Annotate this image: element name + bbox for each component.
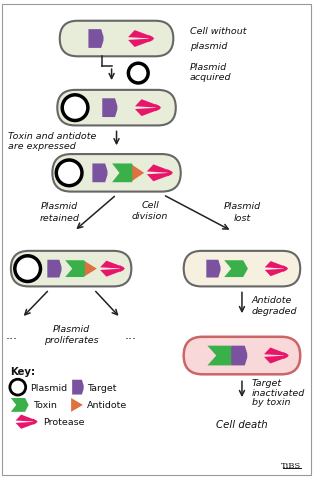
Polygon shape: [207, 346, 237, 366]
Polygon shape: [132, 166, 144, 181]
Polygon shape: [16, 415, 37, 422]
Text: Plasmid
proliferates: Plasmid proliferates: [44, 324, 98, 344]
Text: are expressed: are expressed: [8, 142, 76, 150]
Text: TiBS: TiBS: [281, 461, 301, 469]
Polygon shape: [72, 380, 84, 395]
FancyBboxPatch shape: [60, 22, 173, 57]
Polygon shape: [88, 30, 104, 49]
Text: Cell death: Cell death: [216, 419, 268, 429]
Polygon shape: [33, 419, 38, 425]
Text: Plasmid: Plasmid: [190, 62, 227, 72]
Circle shape: [15, 256, 40, 282]
Polygon shape: [265, 262, 287, 269]
Polygon shape: [93, 164, 107, 183]
Text: by toxin: by toxin: [252, 397, 290, 407]
Polygon shape: [100, 261, 124, 269]
FancyBboxPatch shape: [52, 155, 181, 192]
Polygon shape: [206, 260, 221, 278]
Polygon shape: [284, 352, 289, 360]
Polygon shape: [47, 260, 62, 278]
Polygon shape: [100, 269, 124, 277]
Polygon shape: [168, 170, 173, 177]
Text: Cell without: Cell without: [190, 27, 246, 36]
Polygon shape: [224, 261, 248, 277]
Text: inactivated: inactivated: [252, 388, 305, 397]
Polygon shape: [65, 261, 89, 277]
Polygon shape: [147, 165, 172, 173]
Text: ...: ...: [6, 328, 18, 341]
Text: Toxin: Toxin: [32, 401, 57, 409]
Circle shape: [62, 96, 88, 121]
Polygon shape: [11, 398, 29, 412]
Polygon shape: [265, 269, 287, 276]
Polygon shape: [156, 105, 161, 112]
Polygon shape: [102, 99, 117, 118]
FancyBboxPatch shape: [11, 252, 131, 287]
Circle shape: [10, 380, 26, 395]
Circle shape: [56, 161, 82, 186]
Polygon shape: [135, 100, 160, 108]
Text: degraded: degraded: [252, 306, 297, 315]
Text: Key:: Key:: [10, 367, 35, 376]
Text: Plasmid
lost: Plasmid lost: [224, 202, 260, 222]
Polygon shape: [264, 348, 288, 356]
FancyBboxPatch shape: [184, 337, 300, 374]
Text: Cell
division: Cell division: [132, 200, 168, 220]
Polygon shape: [147, 173, 172, 182]
Text: plasmid: plasmid: [190, 42, 227, 51]
Text: Toxin and antidote: Toxin and antidote: [8, 132, 96, 141]
Polygon shape: [135, 108, 160, 117]
Polygon shape: [264, 356, 288, 364]
Text: Plasmid: Plasmid: [30, 383, 67, 392]
Polygon shape: [120, 265, 125, 273]
Polygon shape: [283, 266, 288, 273]
Polygon shape: [85, 262, 97, 276]
Polygon shape: [71, 398, 83, 412]
Circle shape: [128, 64, 148, 84]
Text: ...: ...: [124, 328, 136, 341]
FancyBboxPatch shape: [184, 252, 300, 287]
Polygon shape: [231, 346, 247, 366]
Text: Antidote: Antidote: [252, 295, 292, 304]
Polygon shape: [149, 36, 154, 43]
Text: Plasmid
retained: Plasmid retained: [39, 202, 79, 222]
Text: Protease: Protease: [44, 417, 85, 426]
FancyBboxPatch shape: [57, 91, 176, 126]
Polygon shape: [112, 164, 137, 183]
Polygon shape: [128, 39, 153, 48]
Polygon shape: [128, 31, 153, 39]
Polygon shape: [16, 422, 37, 429]
Text: Target: Target: [87, 383, 116, 392]
Text: acquired: acquired: [190, 72, 231, 82]
Text: Target: Target: [252, 378, 282, 387]
Text: Antidote: Antidote: [87, 401, 127, 409]
